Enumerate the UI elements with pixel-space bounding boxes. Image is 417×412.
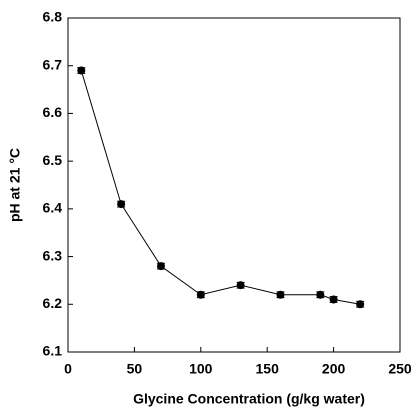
x-tick-label: 200 bbox=[322, 361, 346, 377]
data-point bbox=[329, 295, 338, 304]
data-point bbox=[356, 300, 365, 309]
data-point bbox=[196, 290, 205, 299]
y-tick-label: 6.5 bbox=[43, 152, 63, 168]
data-point bbox=[117, 200, 126, 209]
y-tick-label: 6.3 bbox=[43, 247, 63, 263]
x-tick-label: 50 bbox=[127, 361, 143, 377]
x-tick-label: 250 bbox=[388, 361, 412, 377]
y-tick-label: 6.7 bbox=[43, 56, 63, 72]
data-point bbox=[77, 66, 86, 75]
data-point bbox=[236, 281, 245, 290]
y-tick-label: 6.2 bbox=[43, 295, 63, 311]
x-tick-label: 100 bbox=[189, 361, 213, 377]
x-axis-label: Glycine Concentration (g/kg water) bbox=[133, 391, 365, 407]
y-axis-label: pH at 21 °C bbox=[7, 148, 23, 222]
data-point bbox=[156, 262, 165, 271]
y-tick-label: 6.4 bbox=[43, 200, 63, 216]
x-tick-label: 0 bbox=[64, 361, 72, 377]
plot-frame bbox=[67, 17, 401, 353]
x-tick-label: 150 bbox=[256, 361, 280, 377]
y-tick-label: 6.8 bbox=[43, 9, 63, 25]
y-tick-label: 6.1 bbox=[43, 343, 63, 359]
y-tick-label: 6.6 bbox=[43, 104, 63, 120]
data-point bbox=[316, 290, 325, 299]
data-line bbox=[80, 70, 361, 305]
data-point bbox=[276, 290, 285, 299]
